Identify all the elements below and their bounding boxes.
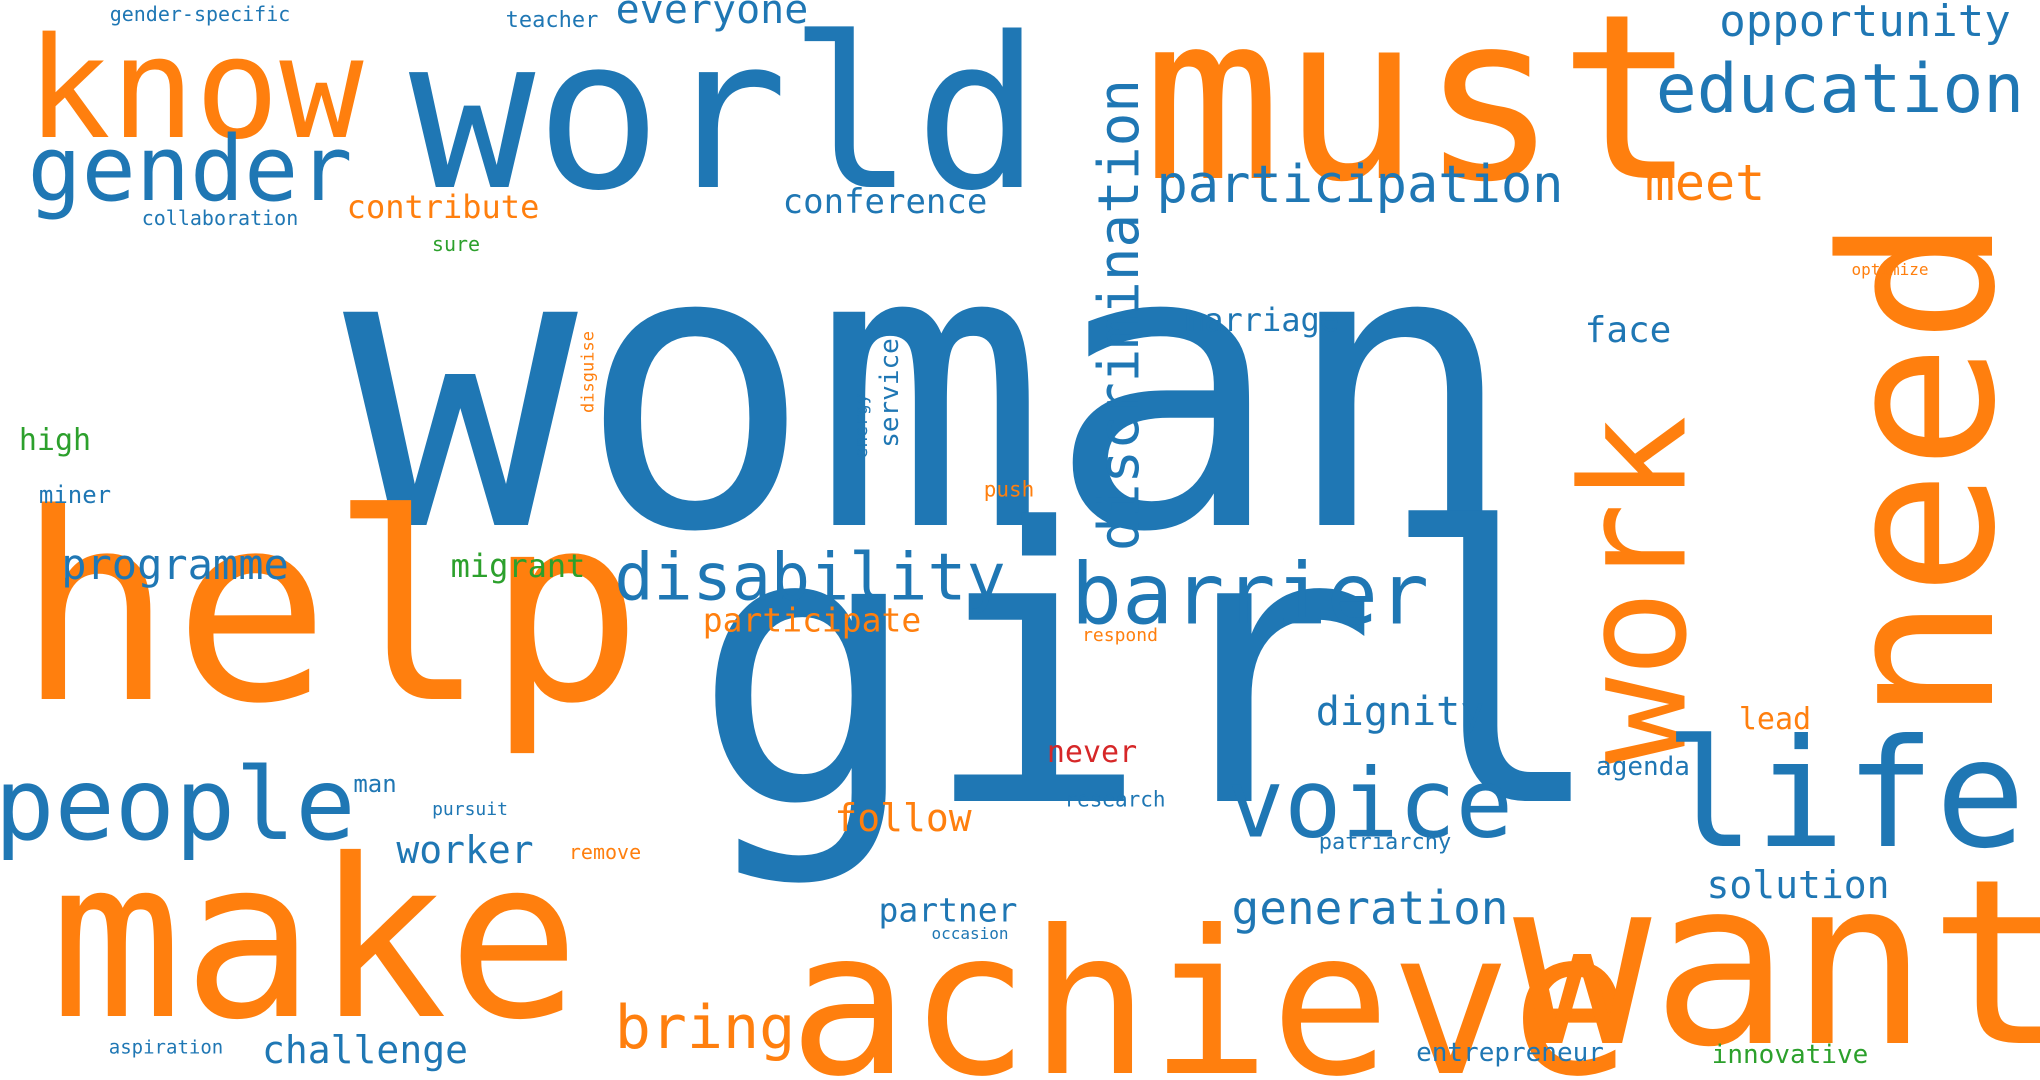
word-never: never: [1046, 735, 1138, 770]
word-push: push: [983, 477, 1035, 502]
word-remove: remove: [568, 840, 642, 864]
word-energy: energy: [851, 393, 872, 459]
word-collaboration: collaboration: [141, 206, 299, 230]
word-agenda: agenda: [1596, 752, 1690, 782]
word-help: help: [16, 459, 644, 761]
word-everyone: everyone: [615, 0, 809, 33]
word-respond: respond: [1082, 625, 1158, 646]
word-make: make: [50, 812, 580, 1068]
word-migrant: migrant: [450, 547, 586, 585]
word-research: research: [1064, 787, 1166, 812]
word-service: service: [875, 338, 905, 448]
word-opportunity: opportunity: [1719, 0, 2011, 47]
word-man: man: [353, 770, 397, 798]
word-aspiration: aspiration: [108, 1036, 224, 1059]
word-occasion: occasion: [931, 924, 1009, 943]
word-achieve: achieve: [788, 888, 1632, 1080]
word-conference: conference: [782, 182, 988, 222]
word-meet: meet: [1644, 154, 1766, 212]
word-gender: gender: [27, 117, 353, 222]
word-discrimination: discrimination: [1087, 78, 1152, 552]
word-teacher: teacher: [505, 8, 599, 33]
word-education: education: [1655, 50, 2025, 129]
word-patriarchy: patriarchy: [1318, 830, 1452, 855]
word-barrier: barrier: [1070, 545, 1430, 645]
word-programme: programme: [61, 540, 289, 589]
word-generation: generation: [1231, 881, 1509, 935]
word-dignity: dignity: [1315, 689, 1485, 735]
word-follow: follow: [834, 796, 972, 840]
word-life: life: [1664, 708, 2026, 882]
word-sure: sure: [431, 232, 481, 256]
word-must: must: [1143, 0, 1697, 233]
word-innovative: innovative: [1711, 1040, 1869, 1070]
word-contribute: contribute: [346, 188, 540, 226]
word-girl: girl: [692, 448, 1608, 891]
word-disguise: disguise: [578, 331, 599, 413]
word-worker: worker: [396, 828, 534, 872]
word-marriage: marriage: [1184, 301, 1340, 339]
word-people: people: [0, 746, 356, 863]
word-want: want: [1513, 831, 2040, 1080]
word-lead: lead: [1738, 702, 1812, 737]
word-entrepreneur: entrepreneur: [1416, 1038, 1604, 1068]
word-challenge: challenge: [262, 1028, 468, 1072]
word-need: need: [1797, 217, 2040, 723]
word-woman: woman: [343, 163, 1517, 617]
word-face: face: [1584, 310, 1672, 351]
word-disability: disability: [614, 540, 1006, 616]
word-solution: solution: [1706, 863, 1890, 907]
word-partner: partner: [878, 890, 1018, 930]
word-voice: voice: [1227, 749, 1513, 860]
word-bring: bring: [614, 993, 796, 1063]
word-world: world: [408, 0, 1042, 237]
word-participate: participate: [702, 600, 922, 640]
word-miner: miner: [38, 481, 112, 509]
word-know: know: [26, 8, 364, 171]
word-participation: participation: [1156, 155, 1564, 215]
word-gender-specific: gender-specific: [109, 2, 291, 26]
word-high: high: [18, 423, 92, 458]
word-optimize: optimize: [1851, 260, 1929, 279]
word-pursuit: pursuit: [432, 799, 508, 820]
